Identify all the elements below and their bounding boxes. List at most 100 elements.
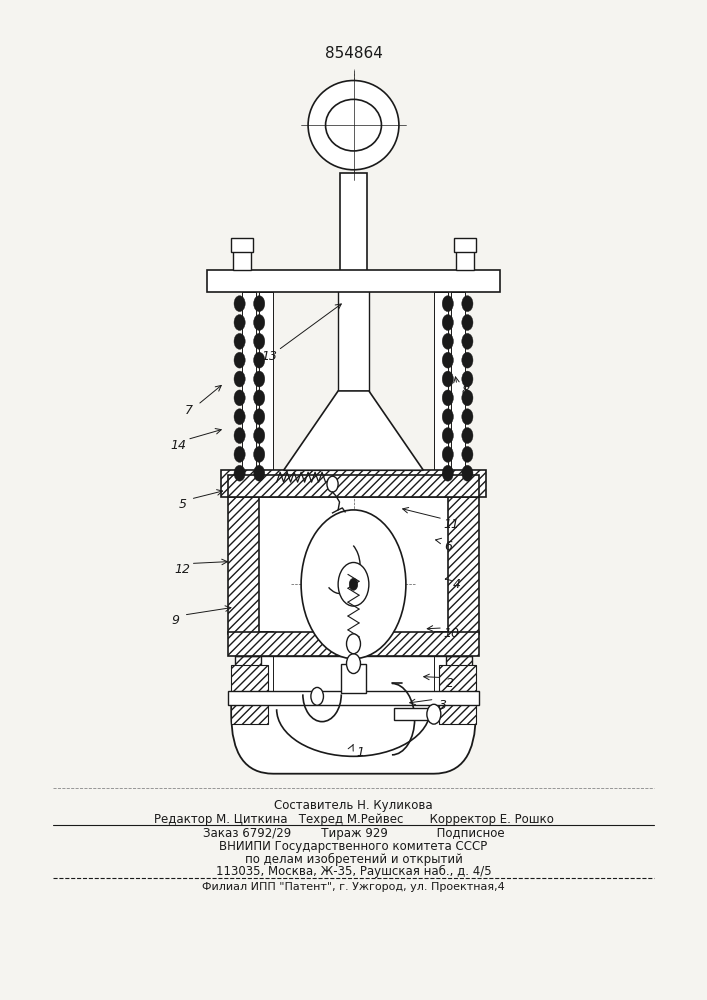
Bar bbox=[456, 250, 474, 270]
Circle shape bbox=[346, 634, 361, 654]
Circle shape bbox=[254, 315, 264, 330]
Bar bbox=[206, 270, 501, 292]
Circle shape bbox=[254, 390, 264, 406]
Bar bbox=[259, 497, 448, 634]
Circle shape bbox=[254, 371, 264, 387]
Bar bbox=[394, 708, 429, 720]
Text: по делам изобретений и открытий: по делам изобретений и открытий bbox=[245, 852, 462, 866]
Circle shape bbox=[234, 371, 245, 387]
Bar bbox=[445, 656, 472, 693]
Circle shape bbox=[254, 428, 264, 443]
Circle shape bbox=[346, 654, 361, 674]
Bar bbox=[440, 665, 476, 724]
Circle shape bbox=[301, 510, 406, 659]
Text: 4: 4 bbox=[453, 578, 461, 591]
Bar bbox=[454, 238, 477, 252]
Circle shape bbox=[462, 315, 473, 330]
Circle shape bbox=[462, 333, 473, 349]
Text: 7: 7 bbox=[185, 404, 193, 417]
Bar bbox=[259, 292, 273, 631]
Circle shape bbox=[462, 296, 473, 312]
Text: 5: 5 bbox=[178, 498, 187, 511]
Text: Филиал ИПП "Патент", г. Ужгород, ул. Проектная,4: Филиал ИПП "Патент", г. Ужгород, ул. Про… bbox=[202, 882, 505, 892]
Text: 854864: 854864 bbox=[325, 46, 382, 61]
Text: 3: 3 bbox=[439, 699, 447, 712]
Circle shape bbox=[443, 296, 453, 312]
Circle shape bbox=[443, 446, 453, 462]
Circle shape bbox=[462, 390, 473, 406]
Circle shape bbox=[234, 465, 245, 481]
Text: 14: 14 bbox=[171, 439, 187, 452]
Circle shape bbox=[254, 409, 264, 425]
Bar bbox=[228, 691, 479, 705]
Bar bbox=[338, 272, 369, 470]
Circle shape bbox=[443, 428, 453, 443]
Text: 6: 6 bbox=[444, 540, 452, 553]
Circle shape bbox=[234, 390, 245, 406]
Circle shape bbox=[254, 446, 264, 462]
Text: Составитель Н. Куликова: Составитель Н. Куликова bbox=[274, 799, 433, 812]
Circle shape bbox=[462, 446, 473, 462]
Bar bbox=[434, 631, 448, 693]
Bar bbox=[235, 644, 472, 656]
Circle shape bbox=[254, 296, 264, 312]
Circle shape bbox=[234, 446, 245, 462]
Text: 113035, Москва, Ж-35, Раушская наб., д. 4/5: 113035, Москва, Ж-35, Раушская наб., д. … bbox=[216, 865, 491, 878]
Ellipse shape bbox=[325, 99, 382, 151]
Circle shape bbox=[443, 465, 453, 481]
Circle shape bbox=[427, 704, 441, 724]
Text: Редактор М. Циткина   Техред М.Рейвес       Корректор Е. Рошко: Редактор М. Циткина Техред М.Рейвес Корр… bbox=[153, 813, 554, 826]
Circle shape bbox=[462, 352, 473, 368]
Circle shape bbox=[443, 371, 453, 387]
Bar bbox=[228, 632, 479, 656]
Bar bbox=[233, 250, 251, 270]
Bar bbox=[242, 631, 256, 693]
Circle shape bbox=[338, 562, 369, 606]
Ellipse shape bbox=[308, 81, 399, 170]
Circle shape bbox=[462, 428, 473, 443]
Bar bbox=[235, 656, 262, 693]
Text: ВНИИПИ Государственного комитета СССР: ВНИИПИ Государственного комитета СССР bbox=[219, 840, 488, 853]
Text: 12: 12 bbox=[175, 563, 190, 576]
Bar bbox=[242, 292, 256, 631]
Circle shape bbox=[443, 390, 453, 406]
Circle shape bbox=[462, 371, 473, 387]
Text: 9: 9 bbox=[171, 614, 180, 627]
Circle shape bbox=[443, 409, 453, 425]
Circle shape bbox=[311, 687, 324, 705]
Bar bbox=[228, 497, 259, 634]
Circle shape bbox=[443, 333, 453, 349]
Text: 11: 11 bbox=[443, 518, 460, 531]
Text: Заказ 6792/29        Тираж 929             Подписное: Заказ 6792/29 Тираж 929 Подписное bbox=[203, 827, 504, 840]
Bar bbox=[228, 475, 479, 497]
Text: 1: 1 bbox=[356, 746, 365, 759]
Text: 2: 2 bbox=[446, 677, 454, 690]
Circle shape bbox=[349, 578, 358, 590]
Circle shape bbox=[234, 409, 245, 425]
Circle shape bbox=[234, 333, 245, 349]
Circle shape bbox=[462, 465, 473, 481]
Text: 10: 10 bbox=[443, 627, 460, 640]
Circle shape bbox=[443, 315, 453, 330]
Circle shape bbox=[254, 333, 264, 349]
Bar bbox=[262, 656, 445, 693]
Bar bbox=[339, 173, 368, 272]
Bar bbox=[451, 292, 465, 631]
Text: 13: 13 bbox=[262, 350, 278, 363]
Bar bbox=[221, 470, 486, 497]
Circle shape bbox=[234, 315, 245, 330]
Circle shape bbox=[234, 428, 245, 443]
Text: 8: 8 bbox=[461, 384, 469, 397]
Circle shape bbox=[234, 296, 245, 312]
Circle shape bbox=[254, 465, 264, 481]
Bar bbox=[231, 665, 267, 724]
Circle shape bbox=[327, 476, 338, 492]
Bar bbox=[341, 664, 366, 693]
Polygon shape bbox=[284, 391, 423, 470]
Circle shape bbox=[462, 409, 473, 425]
Bar bbox=[434, 292, 448, 631]
FancyBboxPatch shape bbox=[231, 645, 476, 774]
Circle shape bbox=[254, 352, 264, 368]
Bar bbox=[230, 238, 253, 252]
Circle shape bbox=[443, 352, 453, 368]
